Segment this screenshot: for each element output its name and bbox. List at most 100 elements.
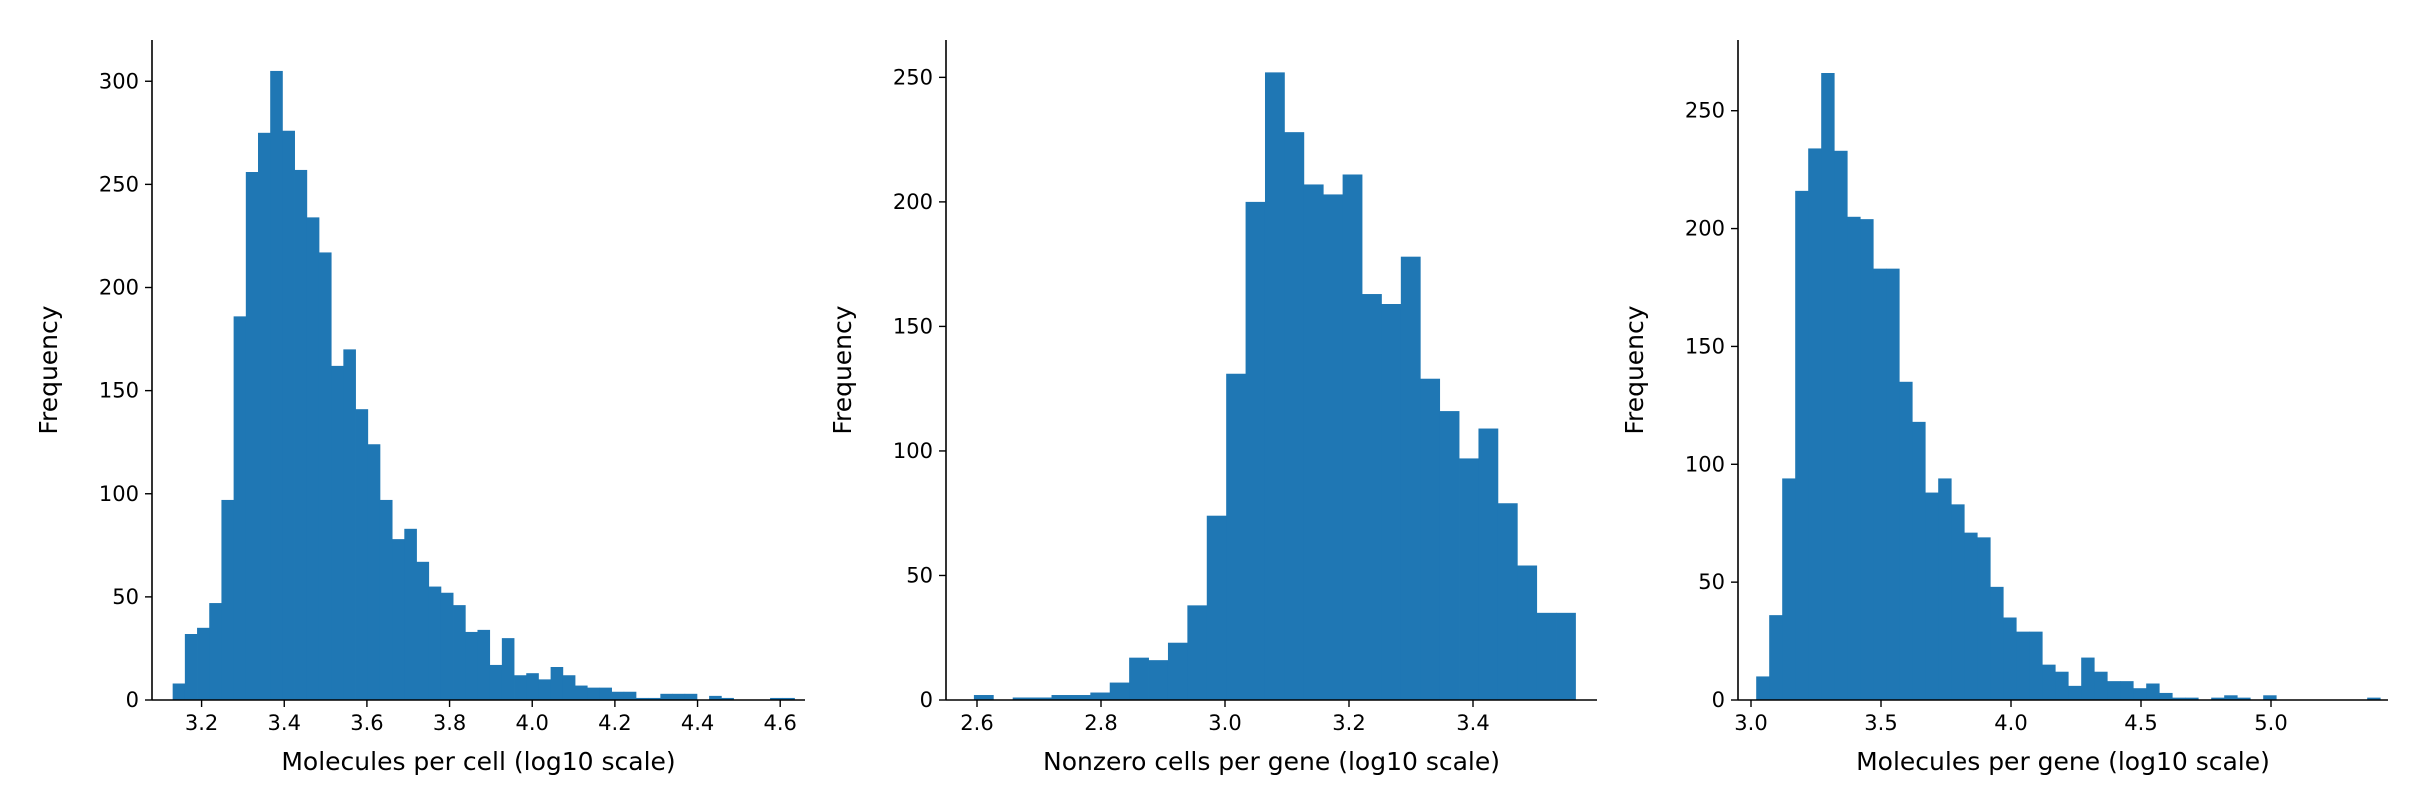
histogram-bar (562, 675, 576, 700)
x-axis-ticks: 2.6 2.8 3.0 3.2 3.4 (960, 700, 1490, 735)
y-tick-label: 250 (893, 65, 933, 89)
histogram-bar (1938, 478, 1952, 700)
histogram-bar (514, 675, 527, 700)
histogram-bar (1284, 132, 1305, 700)
histogram-bar (2159, 692, 2173, 700)
histogram-bar (1808, 148, 1822, 700)
histogram-bar (355, 409, 369, 700)
histogram-bar (1795, 190, 1809, 701)
histogram-bar (2185, 697, 2199, 700)
histogram-bar (1497, 503, 1518, 700)
histogram-bar (1478, 428, 1499, 700)
y-tick-label: 150 (1685, 334, 1725, 358)
histogram-bar (587, 687, 600, 701)
x-tick-label: 3.2 (1332, 711, 1365, 735)
histogram-bar (453, 605, 466, 701)
histogram-bar (1951, 504, 1965, 700)
histogram-bar (282, 130, 295, 700)
histogram-bar (233, 316, 247, 700)
histogram-bar (209, 603, 222, 700)
histogram-bar (331, 365, 344, 701)
histogram-bar (1990, 586, 2004, 700)
histogram-bar (245, 172, 259, 700)
histogram-bar (2211, 697, 2225, 700)
histogram-bar (1090, 692, 1111, 700)
histogram-bar (1782, 478, 1796, 700)
histogram-bar (367, 444, 381, 700)
histogram-bar (1847, 216, 1861, 701)
histogram-bar (2003, 617, 2017, 700)
histogram-bar (2029, 631, 2043, 700)
y-tick-label: 0 (126, 688, 139, 712)
x-tick-label: 2.8 (1084, 711, 1117, 735)
histogram-bar (343, 349, 356, 701)
histogram-bar (1556, 612, 1576, 700)
histogram-bar (404, 528, 417, 700)
histogram-bar (1362, 294, 1382, 700)
x-tick-label: 3.0 (1734, 711, 1767, 735)
histogram-bar (526, 673, 539, 700)
x-tick-label: 3.5 (1864, 711, 1897, 735)
histogram-bar (1129, 657, 1149, 700)
x-axis-label: Molecules per gene (log10 scale) (1856, 747, 2270, 776)
histogram-bar (2367, 697, 2381, 700)
histogram-bar (465, 631, 478, 700)
histogram-bar (1303, 184, 1324, 700)
x-tick-label: 3.8 (433, 711, 466, 735)
panel-molecules-per-cell: 3.2 3.4 3.6 3.8 4.0 4.2 4.4 4.6 0 50 100 150 200 250… (34, 40, 805, 776)
panel-nonzero-cells-per-gene: 2.6 2.8 3.0 3.2 3.4 0 50 100 150 200 250 Nonzero … (828, 40, 1597, 776)
histogram-bar (197, 627, 210, 700)
panel-molecules-per-gene: 3.0 3.5 4.0 4.5 5.0 0 50 100 150 200 250 Molecule… (1620, 40, 2388, 776)
x-tick-label: 5.0 (2254, 711, 2287, 735)
histogram-bar (2146, 683, 2160, 700)
histogram-bar (2120, 681, 2134, 700)
histogram-bar (635, 697, 649, 700)
histogram-bar (1925, 492, 1939, 700)
histogram-bar (709, 695, 722, 701)
histogram-bar (392, 539, 405, 701)
y-axis-ticks: 0 50 100 150 200 250 (1685, 99, 1738, 712)
histogram-bar (1187, 605, 1208, 700)
histogram-bar (575, 685, 588, 700)
histogram-bar (440, 592, 454, 700)
histogram-bar (648, 697, 661, 700)
histogram-bars (172, 70, 795, 701)
histogram-bar (599, 687, 612, 701)
histogram-bar (489, 664, 503, 700)
histogram-bar (1400, 256, 1421, 700)
histogram-bar (1245, 201, 1266, 700)
histogram-bar (1264, 72, 1285, 700)
histogram-bar (258, 132, 271, 700)
histogram-bar (1012, 697, 1033, 700)
histogram-bar (1032, 697, 1052, 700)
histogram-bar (672, 693, 686, 700)
histogram-bar (2224, 695, 2238, 700)
histogram-bar (1439, 411, 1460, 700)
histogram-bar (428, 586, 442, 700)
histogram-bar (1821, 73, 1835, 700)
x-axis-ticks: 3.0 3.5 4.0 4.5 5.0 (1734, 700, 2288, 735)
histogram-bar (1109, 682, 1130, 700)
histogram-bar (684, 693, 698, 700)
histogram-bar (2107, 681, 2121, 700)
y-axis-ticks: 0 50 100 150 200 250 (893, 65, 946, 712)
histogram-bar (477, 629, 491, 701)
x-tick-label: 2.6 (960, 711, 993, 735)
histogram-bar (501, 638, 515, 701)
histogram-bar (782, 697, 795, 700)
histogram-bar (318, 252, 332, 700)
y-axis-ticks: 0 50 100 150 200 250 300 (99, 69, 152, 712)
histogram-bar (416, 561, 430, 700)
histogram-bar (2172, 697, 2186, 700)
histogram-bar (1206, 515, 1227, 700)
histogram-bar (2133, 688, 2147, 700)
histogram-bar (1226, 373, 1246, 700)
y-tick-label: 0 (920, 688, 933, 712)
histogram-bar (1899, 381, 1913, 700)
y-axis-label: Frequency (34, 305, 63, 434)
y-tick-label: 100 (1685, 452, 1725, 476)
y-tick-label: 100 (99, 482, 139, 506)
histogram-bar (1148, 660, 1169, 700)
histogram-bar (1051, 695, 1072, 700)
